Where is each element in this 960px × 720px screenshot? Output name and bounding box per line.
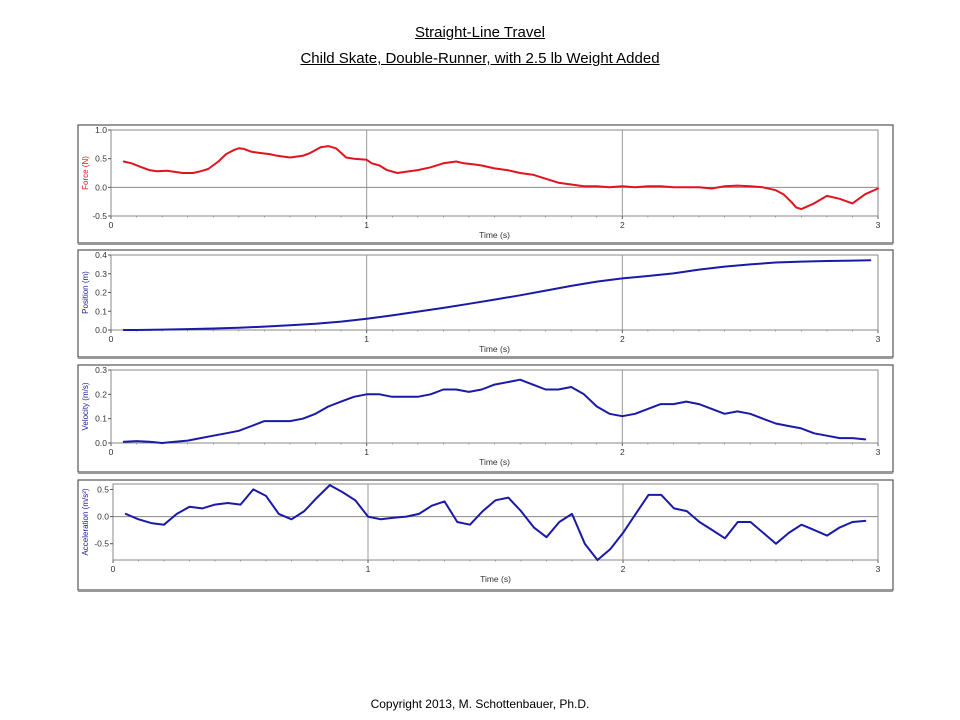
position-x-axis-label: Time (s)	[479, 344, 510, 354]
force-y-tick-label: 0.0	[95, 182, 107, 192]
acceleration-series-line	[124, 484, 867, 561]
force-plot-area	[110, 129, 879, 217]
position-y-tick-label: 0.1	[95, 306, 107, 316]
velocity-panel: 0 1 2 3 0.3 0.2 0.1 0.0 Velocity (m/s) Time (s)	[77, 364, 894, 474]
position-y-tick-label: 0.3	[95, 269, 107, 279]
velocity-y-tick-label: 0.1	[95, 414, 107, 424]
force-x-tick-label: 1	[364, 220, 369, 230]
position-y-axis-label: Position (m)	[81, 271, 90, 314]
position-y-tick-label: 0.4	[95, 250, 107, 260]
velocity-y-tick-label: 0.3	[95, 365, 107, 375]
force-y-tick-label: 1.0	[95, 125, 107, 135]
force-x-tick-label: 2	[620, 220, 625, 230]
velocity-x-tick-label: 3	[876, 447, 881, 457]
force-panel: 0 1 2 3 1.0 0.5 0.0 -0.5 Force (N) Time (s)	[77, 124, 894, 245]
chart-subtitle: Child Skate, Double-Runner, with 2.5 lb …	[300, 50, 660, 67]
acceleration-x-tick-label: 0	[111, 564, 116, 574]
velocity-plot-area	[110, 369, 879, 444]
position-plot-area	[110, 254, 879, 331]
force-y-tick-label: 0.5	[95, 154, 107, 164]
acceleration-x-tick-label: 3	[876, 564, 881, 574]
force-x-tick-label: 3	[876, 220, 881, 230]
acceleration-y-tick-label: 0.5	[97, 484, 109, 494]
velocity-y-tick-label: 0.2	[95, 389, 107, 399]
acceleration-plot-area	[112, 483, 879, 561]
force-x-tick-label: 0	[109, 220, 114, 230]
position-x-tick-label: 2	[620, 334, 625, 344]
title-block: Straight-Line Travel Child Skate, Double…	[0, 20, 960, 72]
position-y-tick-label: 0.2	[95, 288, 107, 298]
velocity-x-tick-label: 2	[620, 447, 625, 457]
position-y-tick-label: 0.0	[95, 325, 107, 335]
position-x-tick-label: 0	[109, 334, 114, 344]
position-x-tick-label: 1	[364, 334, 369, 344]
acceleration-y-axis-label: Acceleration (m/s²)	[81, 488, 90, 555]
chart-title: Straight-Line Travel	[414, 24, 546, 41]
velocity-series-line	[122, 378, 867, 444]
position-series-line	[122, 259, 872, 331]
position-x-tick-label: 3	[876, 334, 881, 344]
acceleration-x-axis-label: Time (s)	[480, 574, 511, 584]
acceleration-x-tick-label: 1	[366, 564, 371, 574]
velocity-x-tick-label: 1	[364, 447, 369, 457]
velocity-y-axis-label: Velocity (m/s)	[81, 382, 90, 430]
force-y-tick-label: -0.5	[92, 211, 107, 221]
force-panel-frame	[77, 124, 894, 244]
velocity-y-tick-label: 0.0	[95, 438, 107, 448]
acceleration-panel: 0 1 2 3 0.5 0.0 -0.5 Acceleration (m/s²) Time (s…	[77, 479, 894, 592]
force-x-axis-label: Time (s)	[479, 230, 510, 240]
position-panel-frame	[77, 249, 894, 358]
velocity-x-axis-label: Time (s)	[479, 457, 510, 467]
force-series-line	[122, 145, 879, 211]
velocity-x-tick-label: 0	[109, 447, 114, 457]
velocity-panel-frame	[77, 364, 894, 473]
acceleration-y-tick-label: 0.0	[97, 512, 109, 522]
force-y-axis-label: Force (N)	[81, 156, 90, 190]
acceleration-x-tick-label: 2	[621, 564, 626, 574]
position-panel: 0 1 2 3 0.4 0.3 0.2 0.1 0.0 Position (m) Time (s)	[77, 249, 894, 359]
copyright-text: Copyright 2013, M. Schottenbauer, Ph.D.	[370, 697, 590, 711]
acceleration-y-tick-label: -0.5	[94, 539, 109, 549]
acceleration-panel-frame	[77, 479, 894, 591]
